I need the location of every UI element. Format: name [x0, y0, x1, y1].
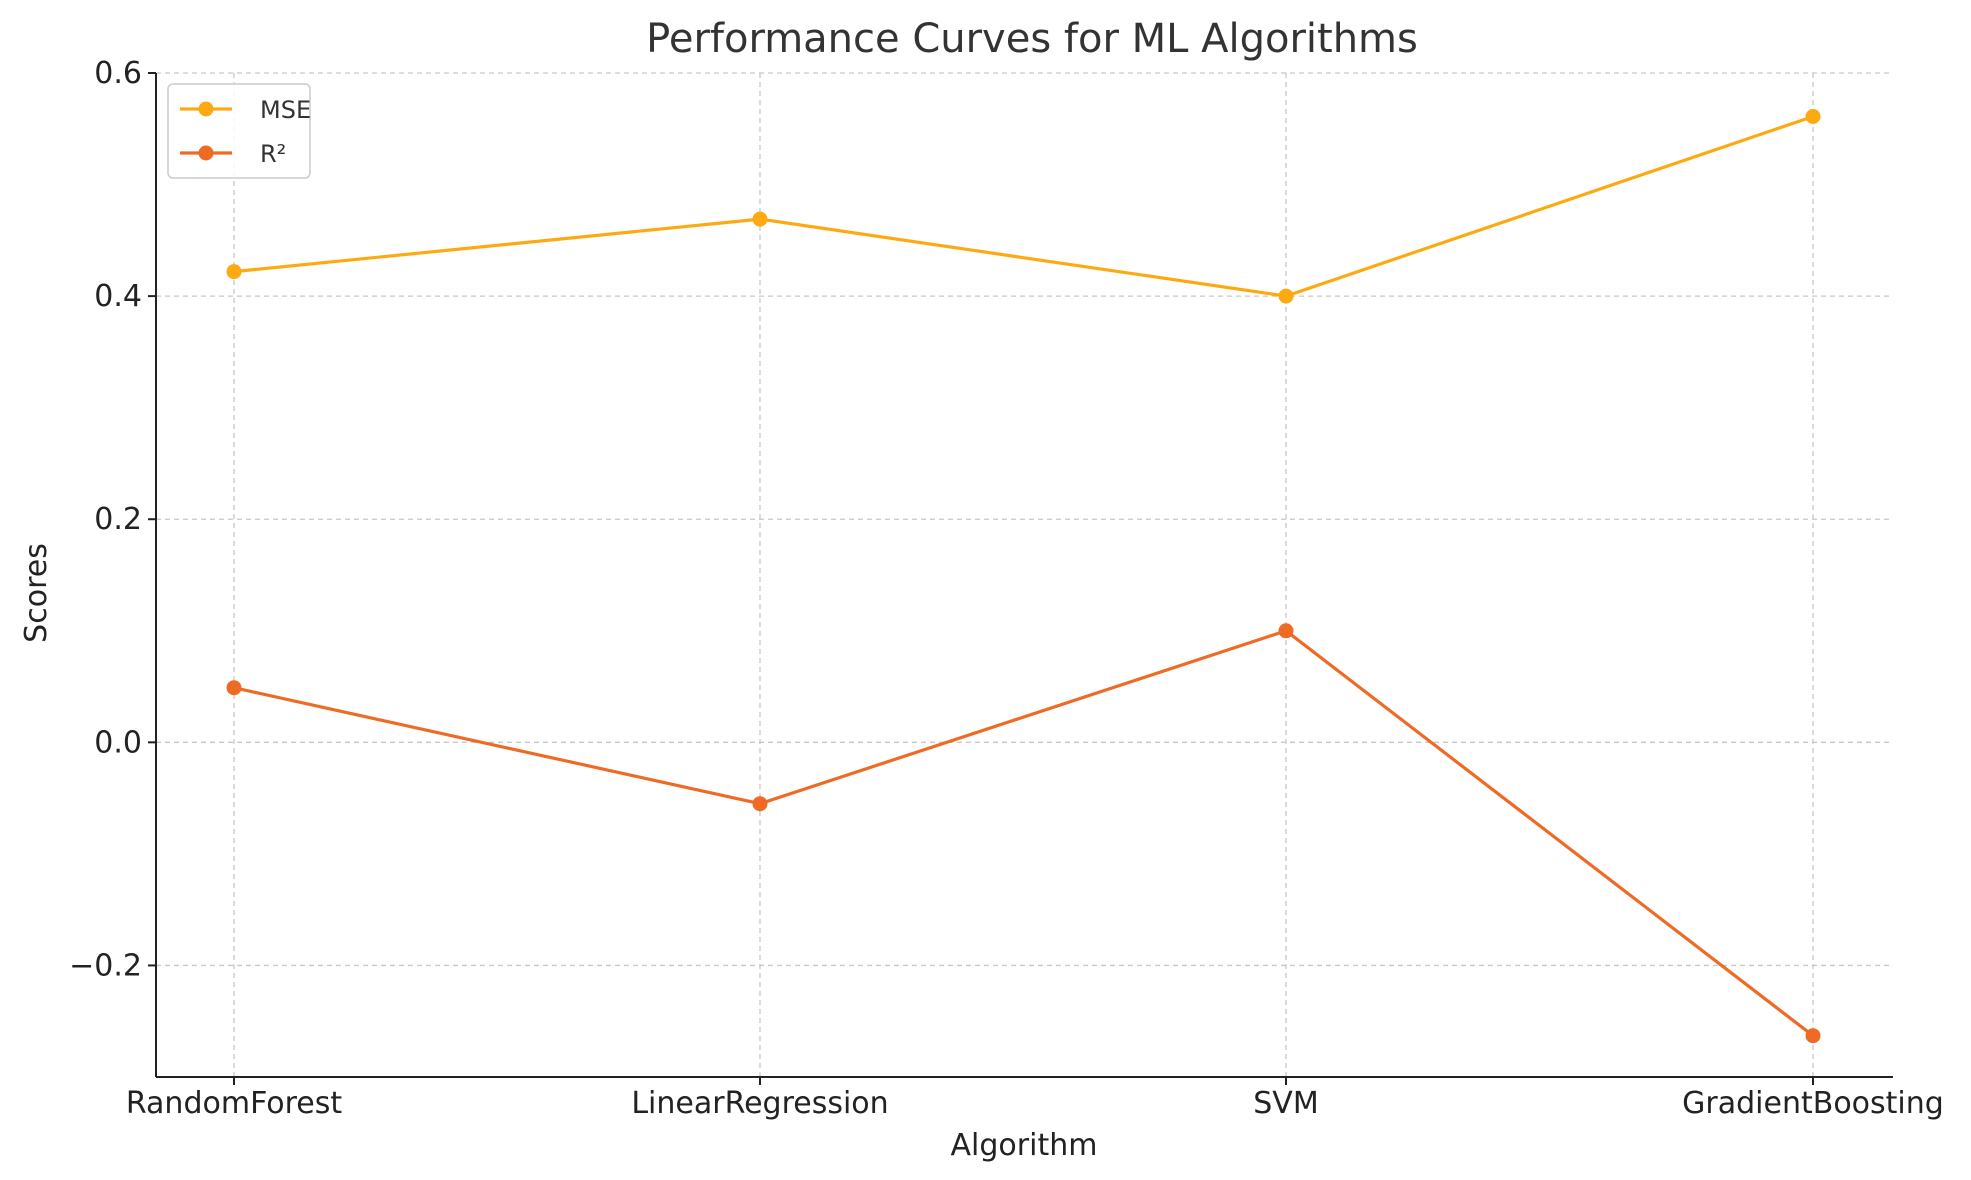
data-point [226, 264, 242, 280]
y-ticks: −0.2 0.0 0.2 0.4 0.6 [69, 56, 156, 983]
legend-label: R² [260, 140, 286, 168]
data-point [226, 680, 242, 696]
legend-marker [198, 101, 214, 117]
series-line [232, 114, 1815, 298]
data-point [1805, 109, 1821, 124]
y-tick-label: 0.0 [94, 725, 142, 760]
y-axis-label: Scores [19, 543, 54, 643]
grid [156, 72, 1893, 1077]
series [226, 109, 1821, 1044]
x-axis-label: Algorithm [951, 1128, 1098, 1163]
legend: MSE R² [167, 83, 311, 179]
axes-spines [155, 73, 1893, 1078]
x-tick-label: LinearRegression [631, 1086, 888, 1121]
series-line [232, 629, 1815, 1038]
data-point [752, 211, 768, 227]
data-point [1805, 1028, 1821, 1044]
chart-title: Performance Curves for ML Algorithms [646, 16, 1418, 62]
y-tick-label: 0.4 [94, 279, 142, 314]
y-tick-label: 0.6 [94, 56, 142, 91]
x-tick-label: RandomForest [126, 1086, 343, 1121]
data-point [752, 796, 768, 812]
legend-label: MSE [260, 96, 311, 124]
y-tick-label: 0.2 [94, 502, 142, 537]
x-tick-label: GradientBoosting [1682, 1086, 1944, 1121]
x-tick-label: SVM [1253, 1086, 1318, 1121]
x-ticks: RandomForest LinearRegression SVM GradientB… [126, 1077, 1944, 1121]
data-point [1278, 623, 1294, 639]
legend-marker [198, 145, 214, 161]
y-tick-label: −0.2 [69, 948, 142, 983]
data-point [1278, 288, 1294, 304]
